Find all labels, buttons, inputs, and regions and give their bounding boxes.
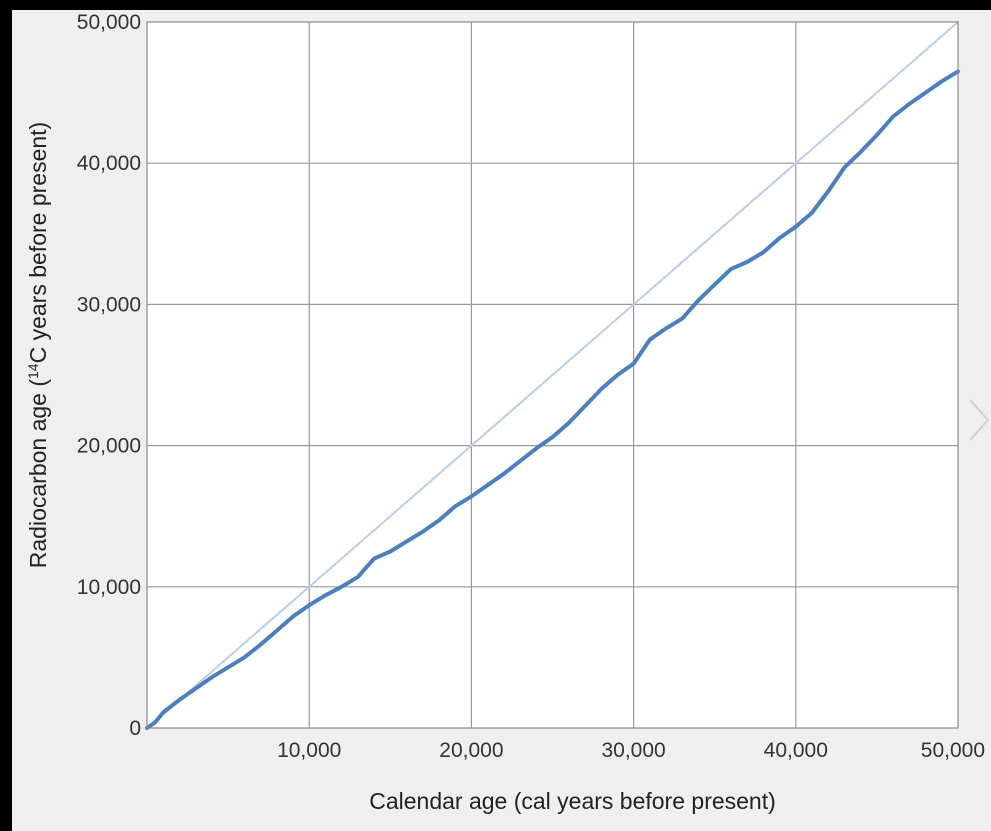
y-tick-label: 0: [129, 717, 141, 740]
x-tick-labels: 10,000 20,000 30,000 40,000 50,000: [277, 739, 985, 762]
x-tick-label: 10,000: [277, 739, 341, 762]
plot-frame: [146, 21, 959, 729]
y-axis-title-superscript: 14: [25, 363, 41, 379]
series-layer: [145, 21, 960, 730]
calibration-curve-line: [145, 69, 960, 730]
one-to-one-line: [146, 21, 959, 729]
y-tick-label: 50,000: [77, 11, 141, 34]
x-axis-title: Calendar age (cal years before present): [369, 788, 776, 814]
x-tick-label: 30,000: [601, 739, 665, 762]
y-axis-title-part-1: Radiocarbon age (: [25, 379, 51, 569]
y-tick-label: 20,000: [77, 435, 141, 458]
y-axis-title-part-2: C years before present): [25, 122, 51, 364]
y-tick-labels: 0 10,000 20,000 30,000 40,000 50,000: [77, 11, 141, 740]
x-tick-label: 40,000: [764, 739, 828, 762]
x-tick-label: 50,000: [921, 739, 985, 762]
y-tick-label: 10,000: [77, 576, 141, 599]
chevron-right-icon[interactable]: [966, 398, 991, 442]
y-axis-title: Radiocarbon age (14C years before presen…: [25, 122, 51, 568]
y-tick-label: 30,000: [77, 293, 141, 316]
y-tick-label: 40,000: [77, 152, 141, 175]
x-tick-label: 20,000: [439, 739, 503, 762]
